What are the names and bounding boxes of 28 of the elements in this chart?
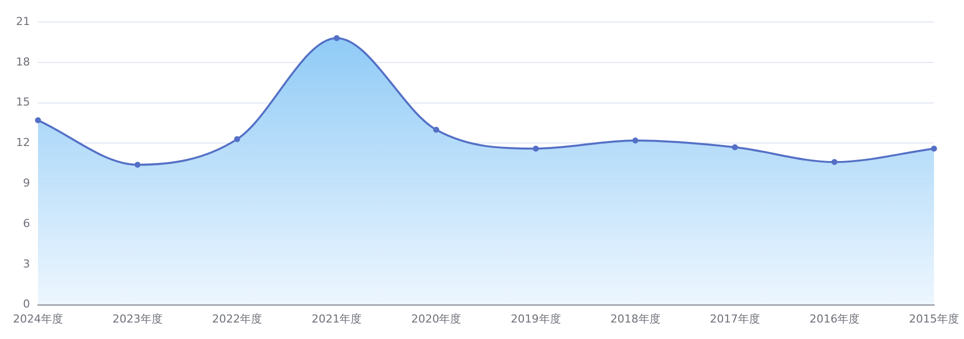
point bbox=[532, 146, 539, 152]
x-tick-label: 2020年度 bbox=[411, 312, 462, 326]
y-tick-label: 21 bbox=[16, 14, 30, 28]
y-tick-label: 12 bbox=[16, 136, 30, 150]
y-tick-label: 18 bbox=[16, 55, 30, 68]
x-tick-label: 2023年度 bbox=[112, 312, 163, 326]
y-tick-label: 3 bbox=[22, 257, 30, 270]
y-tick-label: 9 bbox=[22, 176, 30, 190]
point bbox=[34, 117, 41, 124]
y-tick-label: 0 bbox=[22, 298, 30, 311]
point bbox=[234, 136, 240, 142]
x-tick-label: 2017年度 bbox=[710, 312, 760, 326]
point bbox=[931, 146, 937, 152]
point bbox=[632, 138, 638, 144]
x-tick-label: 2019年度 bbox=[510, 312, 561, 326]
y-tick-label: 6 bbox=[22, 216, 30, 230]
x-tick-label: 2018年度 bbox=[610, 312, 660, 326]
point bbox=[831, 159, 838, 166]
x-tick-label: 2021年度 bbox=[312, 312, 362, 326]
x-tick-label: 2024年度 bbox=[12, 312, 63, 326]
x-tick-label: 2022年度 bbox=[212, 312, 262, 326]
point bbox=[334, 35, 340, 42]
point bbox=[134, 162, 141, 168]
y-tick-label: 15 bbox=[16, 96, 30, 109]
x-tick-label: 2015年度 bbox=[909, 312, 959, 326]
point bbox=[433, 126, 440, 133]
point bbox=[732, 144, 738, 150]
x-tick-label: 2016年度 bbox=[809, 312, 860, 326]
